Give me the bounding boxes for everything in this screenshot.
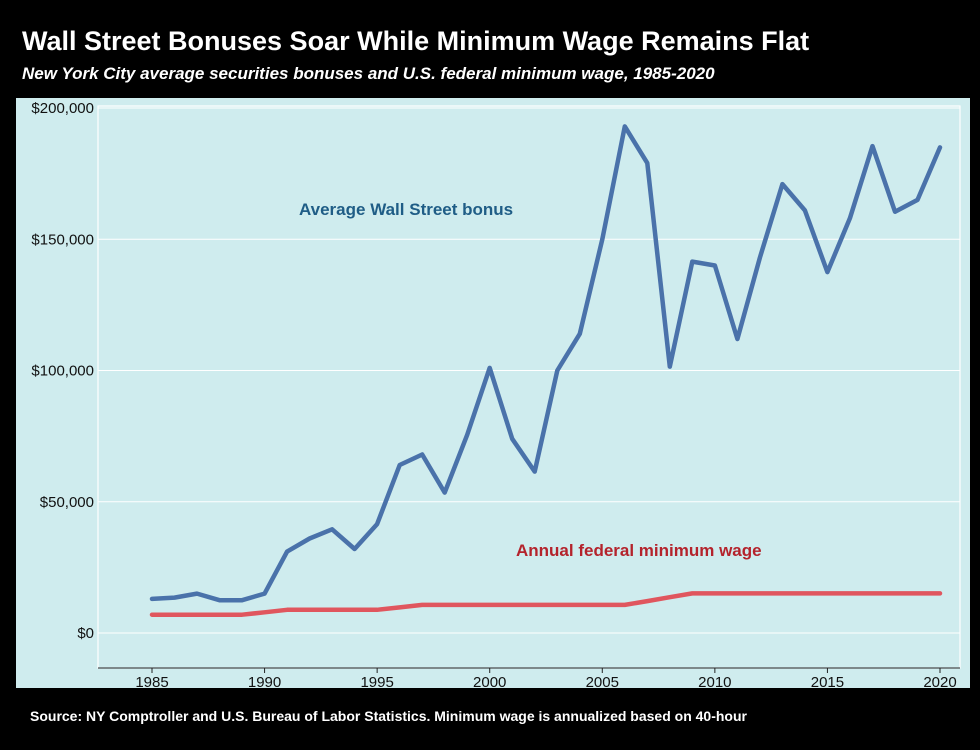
chart-subtitle: New York City average securities bonuses…	[22, 64, 715, 83]
x-tick-label: 2020	[923, 674, 956, 688]
x-tick-label: 2015	[811, 674, 844, 688]
bonus-series-label: Average Wall Street bonus	[299, 200, 513, 219]
y-axis-ticks: $0 $50,000 $100,000 $150,000 $200,000	[31, 100, 94, 642]
chart-title: Wall Street Bonuses Soar While Minimum W…	[22, 26, 810, 56]
line-chart: $0$50,000$100,000$150,000$200,000 1985 19…	[31, 100, 961, 688]
x-tick-label: 1985	[135, 674, 168, 688]
source-note: Source: NY Comptroller and U.S. Bureau o…	[30, 708, 747, 724]
y-tick-label: $50,000	[40, 494, 94, 511]
source-bar: Source: NY Comptroller and U.S. Bureau o…	[16, 700, 946, 732]
bonus-line	[149, 124, 943, 603]
y-tick-label: $0	[77, 625, 94, 642]
x-tick-label: 1995	[360, 674, 393, 688]
x-axis-ticks: 1985 1990 1995 2000 2005 2010 2015 2020	[98, 667, 960, 688]
chart-panel: $0 $50,000 $100,000 $150,000 $200,000 1985 19…	[16, 98, 970, 688]
y-tick-label: $100,000	[31, 363, 94, 380]
wage-series-label: Annual federal minimum wage	[516, 541, 762, 560]
plot-area	[97, 105, 961, 669]
gridlines	[97, 105, 961, 669]
x-tick-label: 2000	[473, 674, 506, 688]
x-tick-label: 2005	[586, 674, 619, 688]
wage-line	[149, 591, 943, 617]
y-tick-label: $200,000	[31, 100, 94, 117]
bonus-series	[149, 124, 943, 603]
x-tick-label: 2010	[698, 674, 731, 688]
y-tick-label: $150,000	[31, 231, 94, 248]
x-tick-label: 1990	[248, 674, 281, 688]
wage-series	[149, 591, 943, 617]
